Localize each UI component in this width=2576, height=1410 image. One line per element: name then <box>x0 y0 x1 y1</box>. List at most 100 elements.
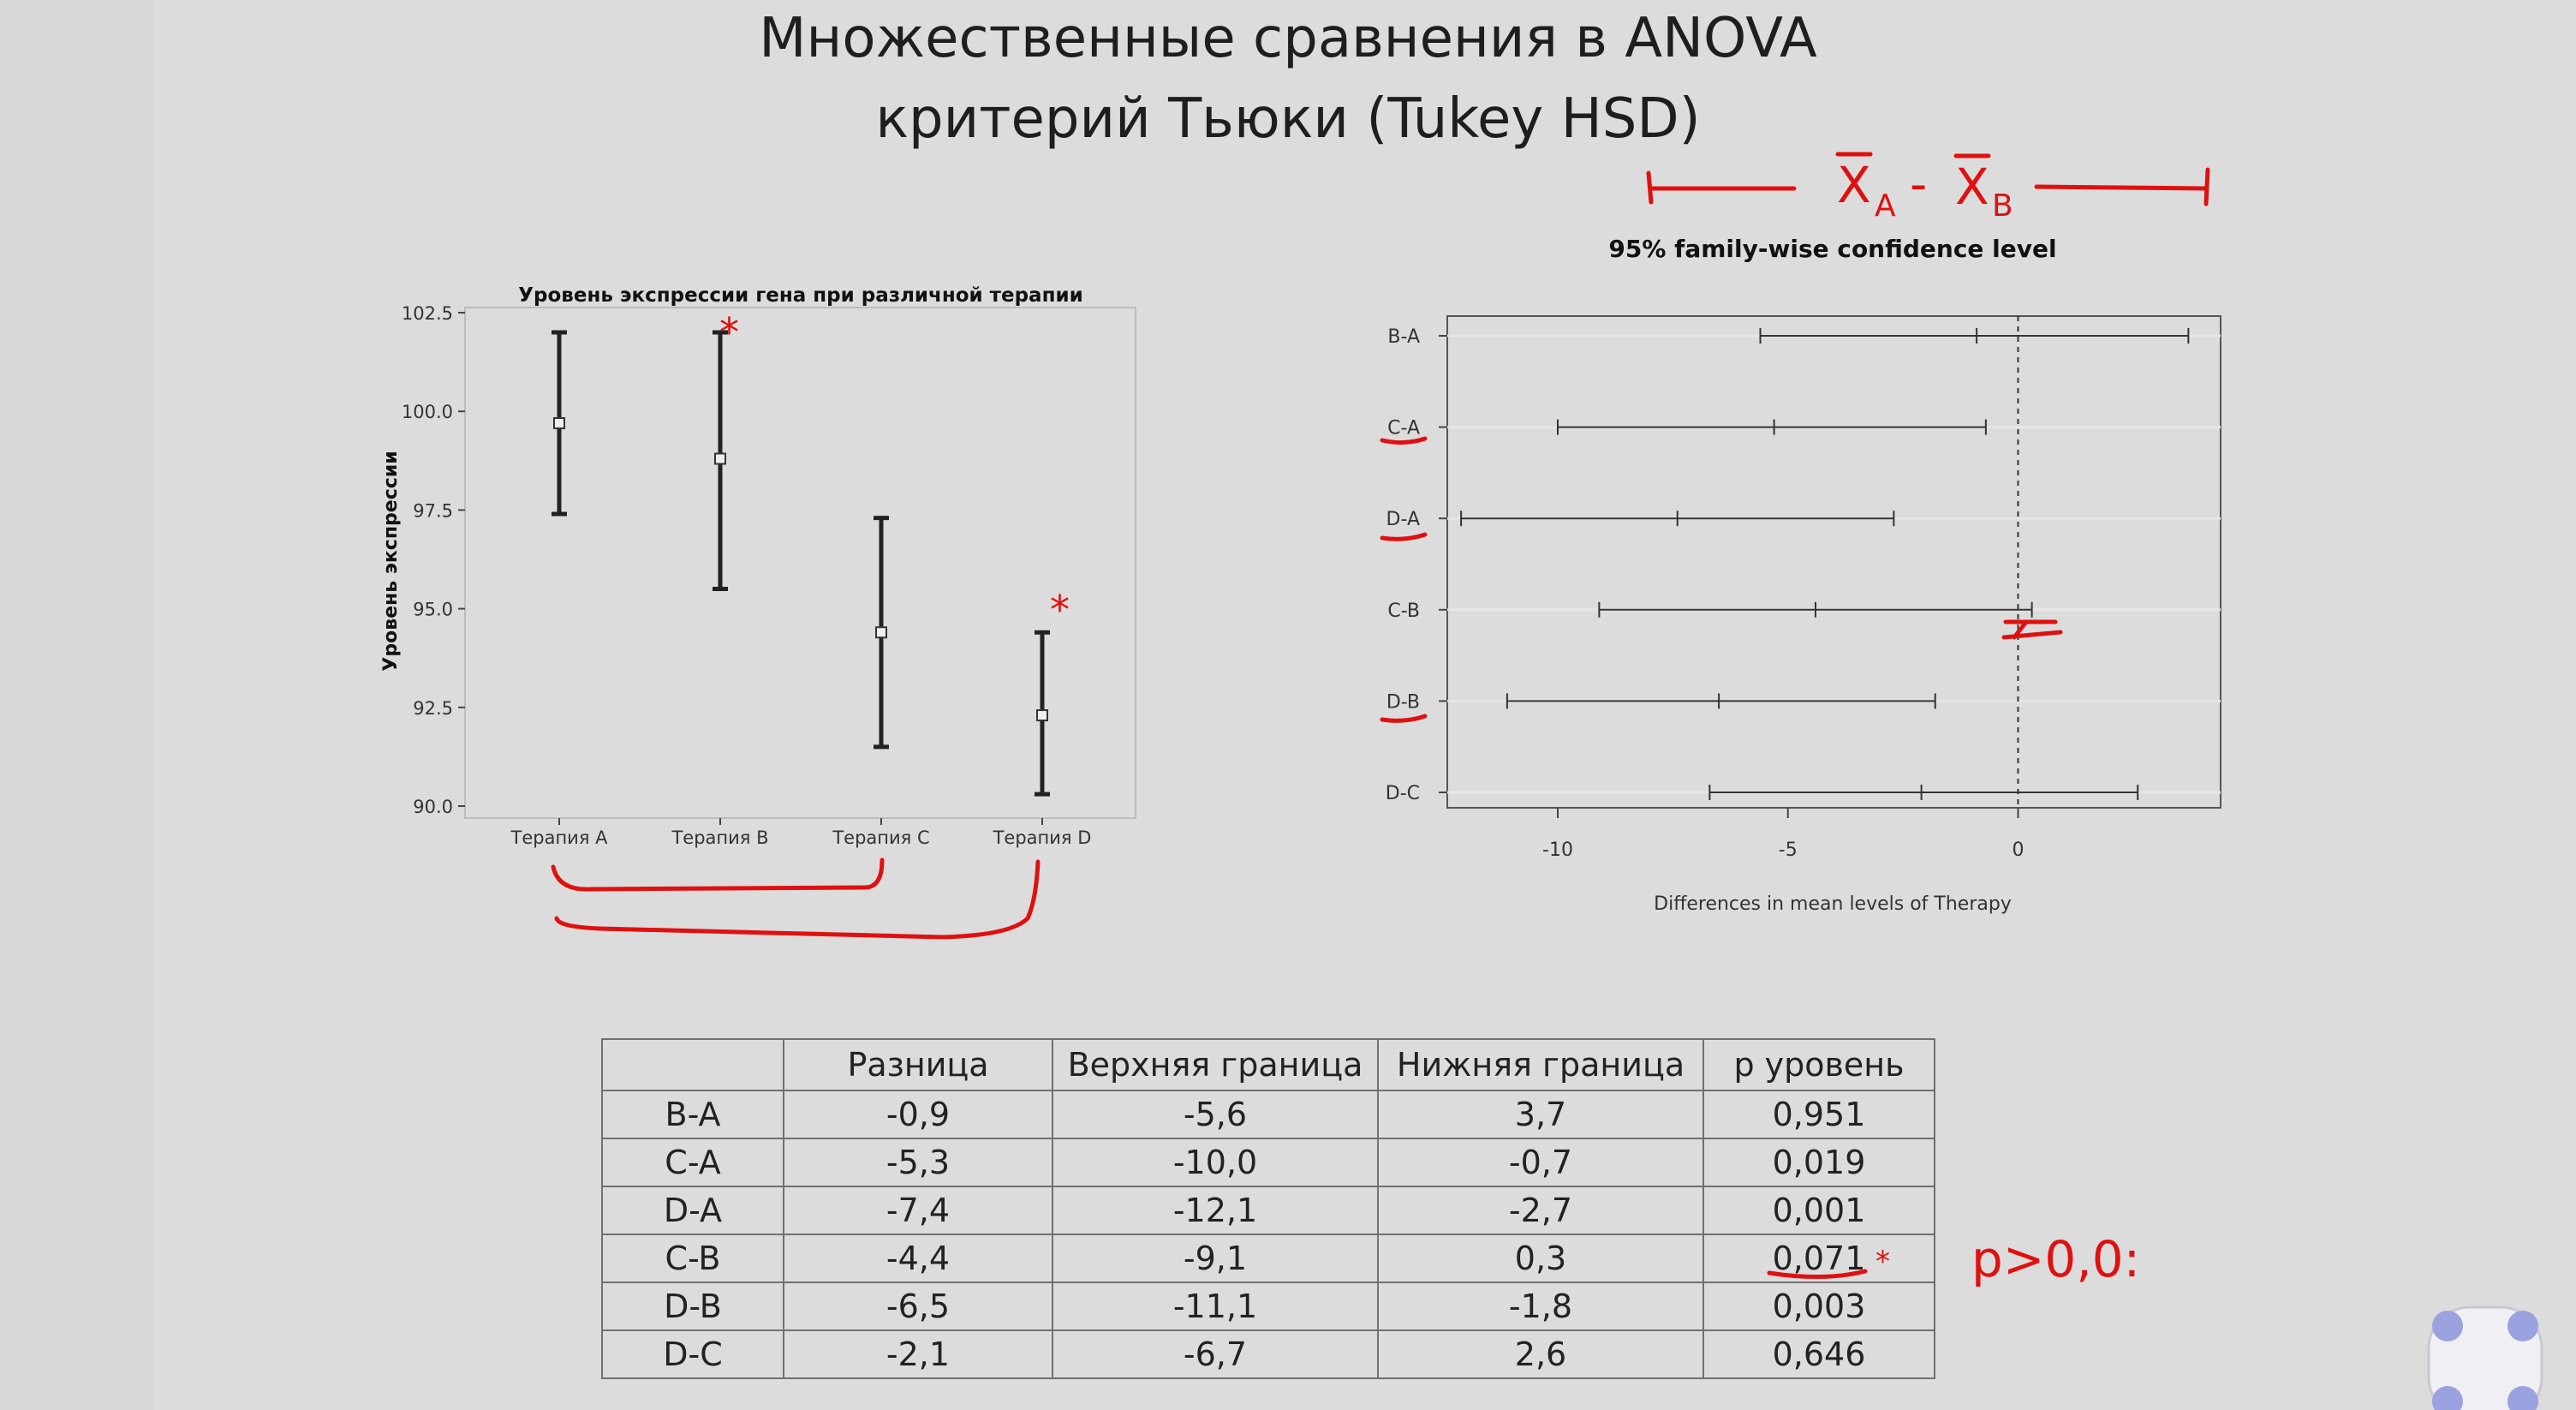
table-cell: 2,6 <box>1377 1329 1704 1379</box>
table-cell: -1,8 <box>1377 1282 1704 1331</box>
left-y-tick-label: 92.5 <box>413 698 453 719</box>
left-x-tick-label: Терапия D <box>993 827 1092 848</box>
star-terapia-d: * <box>1050 587 1070 633</box>
table-cell: -5,3 <box>783 1138 1053 1187</box>
left-x-ticks: Терапия A Терапия B Терапия C Терапия D <box>510 818 1092 848</box>
table-cell: C-A <box>601 1138 784 1187</box>
annotation-sub-b: B <box>1992 188 2013 224</box>
table-row: B-A -0,9 -5,6 3,7 0,951 <box>601 1090 1935 1139</box>
table-row: D-C -2,1 -6,7 2,6 0,646 <box>601 1329 1935 1379</box>
right-y-tick-label: D-A <box>1386 509 1420 530</box>
table-cell: 0,951 <box>1702 1090 1935 1139</box>
bracket-a-to-d <box>554 859 1041 940</box>
left-y-axis-label: Уровень экспрессии <box>380 451 402 671</box>
right-x-tick-label: 0 <box>2012 839 2024 861</box>
annotation-minus: - <box>1910 157 1927 212</box>
right-y-tick-label: C-A <box>1387 418 1420 439</box>
left-x-tick-label: Терапия A <box>510 827 609 848</box>
table-cell: -2,1 <box>783 1329 1053 1379</box>
right-gridlines <box>1447 334 2221 794</box>
table-header-cell: Нижняя граница <box>1377 1038 1704 1091</box>
table-cell: -2,7 <box>1377 1186 1704 1235</box>
table-cell: -4,4 <box>783 1234 1053 1283</box>
left-x-tick-label: Терапия B <box>671 827 768 848</box>
table-cell: 0,001 <box>1702 1186 1935 1235</box>
left-plot-border <box>464 307 1136 819</box>
mean-point <box>1036 709 1048 722</box>
right-x-tick-label: -5 <box>1779 839 1798 861</box>
table-cell: D-A <box>601 1186 784 1235</box>
right-y-tick-label: D-B <box>1386 691 1420 713</box>
table-cell: -10,0 <box>1052 1138 1379 1187</box>
table-cell: -7,4 <box>783 1186 1053 1235</box>
annotation-xbar-a: X <box>1837 156 1871 214</box>
table-cell: D-B <box>601 1282 784 1331</box>
annotation-near-zero-mark <box>2001 619 2063 640</box>
table-cell: -6,7 <box>1052 1329 1379 1379</box>
handwritten-annotations: X A - X B * * * p>0,0: <box>551 152 2210 1288</box>
table-cell: -9,1 <box>1052 1234 1379 1283</box>
table-header-row: Разница Верхняя граница Нижняя граница p… <box>601 1038 1935 1091</box>
left-y-tick-label: 97.5 <box>413 500 453 521</box>
left-y-ticks: 90.0 92.5 95.0 97.5 100.0 102.5 <box>402 303 465 817</box>
table-cell: C-B <box>601 1234 784 1283</box>
mean-point <box>714 452 726 465</box>
mean-point <box>553 417 565 430</box>
annotation-sub-a: A <box>1875 188 1896 224</box>
right-y-ticks: B-A C-A D-A C-B D-B D-C <box>1386 326 1447 804</box>
table-row: C-B -4,4 -9,1 0,3 0,071 <box>601 1234 1935 1283</box>
table-row: D-B -6,5 -11,1 -1,8 0,003 <box>601 1282 1935 1331</box>
table-cell: -0,7 <box>1377 1138 1704 1187</box>
table-cell: -6,5 <box>783 1282 1053 1331</box>
table-cell: 0,071 <box>1702 1234 1935 1283</box>
annotation-right-tick <box>2203 167 2210 206</box>
bracket-a-to-c <box>551 857 885 892</box>
left-y-tick-label: 95.0 <box>413 600 453 620</box>
table-cell: 0,019 <box>1702 1138 1935 1187</box>
left-y-tick-label: 90.0 <box>413 797 453 817</box>
right-plot-border <box>1446 315 2221 809</box>
right-confidence-intervals <box>1460 328 2190 800</box>
slide-title-line-2: критерий Тьюки (Tukey HSD) <box>875 87 1701 151</box>
right-y-tick-label: B-A <box>1387 326 1420 348</box>
corner-gamepad-icon <box>2427 1305 2543 1410</box>
left-y-tick-label: 100.0 <box>402 402 453 422</box>
table-cell: D-C <box>601 1329 784 1379</box>
table-cell: -11,1 <box>1052 1282 1379 1331</box>
left-chart-title: Уровень экспрессии гена при различной те… <box>518 284 1082 307</box>
left-x-tick-label: Терапия C <box>832 827 929 848</box>
error-bar-chart: Уровень экспрессии гена при различной те… <box>380 284 1136 848</box>
table-row: D-A -7,4 -12,1 -2,7 0,001 <box>601 1186 1935 1235</box>
table-header-cell <box>601 1038 784 1091</box>
underline-c-a <box>1380 436 1428 445</box>
table-cell: -5,6 <box>1052 1090 1379 1139</box>
annotation-right-arrow-line <box>2034 184 2208 191</box>
table-header-cell: Разница <box>783 1038 1053 1091</box>
annotation-left-tick <box>1646 170 1654 205</box>
table-header-cell: p уровень <box>1702 1038 1935 1091</box>
table-cell: 0,003 <box>1702 1282 1935 1331</box>
table-cell: 0,3 <box>1377 1234 1704 1283</box>
annotation-p-note: p>0,0: <box>1971 1230 2140 1288</box>
underline-d-b <box>1380 714 1428 723</box>
right-y-tick-label: C-B <box>1387 600 1420 622</box>
table-header-cell: Верхняя граница <box>1052 1038 1379 1091</box>
underline-d-a <box>1380 532 1428 541</box>
right-x-ticks: -10 -5 0 <box>1542 808 2024 861</box>
table-cell: -0,9 <box>783 1090 1053 1139</box>
table-cell: B-A <box>601 1090 784 1139</box>
slide-title-line-1: Множественные сравнения в ANOVA <box>759 7 1817 70</box>
right-x-axis-label: Differences in mean levels of Therapy <box>1654 893 2012 915</box>
right-chart-title: 95% family-wise confidence level <box>1608 235 2056 263</box>
tukey-hsd-chart: 95% family-wise confidence level Differe… <box>1386 235 2221 915</box>
left-y-tick-label: 102.5 <box>402 303 453 324</box>
table-cell: -12,1 <box>1052 1186 1379 1235</box>
table-cell: 0,646 <box>1702 1329 1935 1379</box>
tukey-results-table: Разница Верхняя граница Нижняя граница p… <box>601 1038 1935 1379</box>
right-y-tick-label: D-C <box>1386 783 1420 804</box>
mean-point <box>875 626 887 639</box>
table-row: C-A -5,3 -10,0 -0,7 0,019 <box>601 1138 1935 1187</box>
annotation-xbar-b: X <box>1955 158 1989 216</box>
left-error-bars <box>552 330 1050 797</box>
